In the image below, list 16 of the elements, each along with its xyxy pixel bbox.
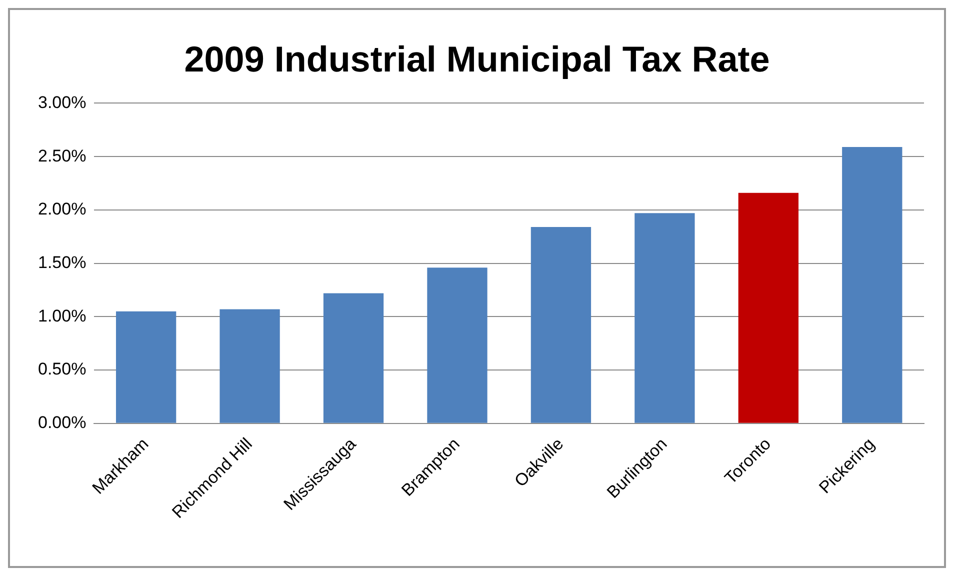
y-tick-label: 2.50% <box>38 146 86 166</box>
y-tick-label: 1.50% <box>38 253 86 272</box>
y-tick-label: 2.00% <box>38 200 86 219</box>
y-tick-label: 0.00% <box>38 413 86 432</box>
bar <box>220 309 280 423</box>
bar <box>842 146 902 423</box>
y-tick-label: 3.00% <box>38 92 86 112</box>
bar <box>738 192 798 423</box>
y-tick-label: 1.00% <box>38 306 86 326</box>
y-tick-label: 0.50% <box>38 360 86 379</box>
bar <box>427 268 488 423</box>
bar <box>323 293 384 423</box>
bar <box>530 227 592 423</box>
chart-title: 2009 Industrial Municipal Tax Rate <box>184 38 770 80</box>
bar <box>116 311 176 423</box>
bar <box>634 213 695 423</box>
